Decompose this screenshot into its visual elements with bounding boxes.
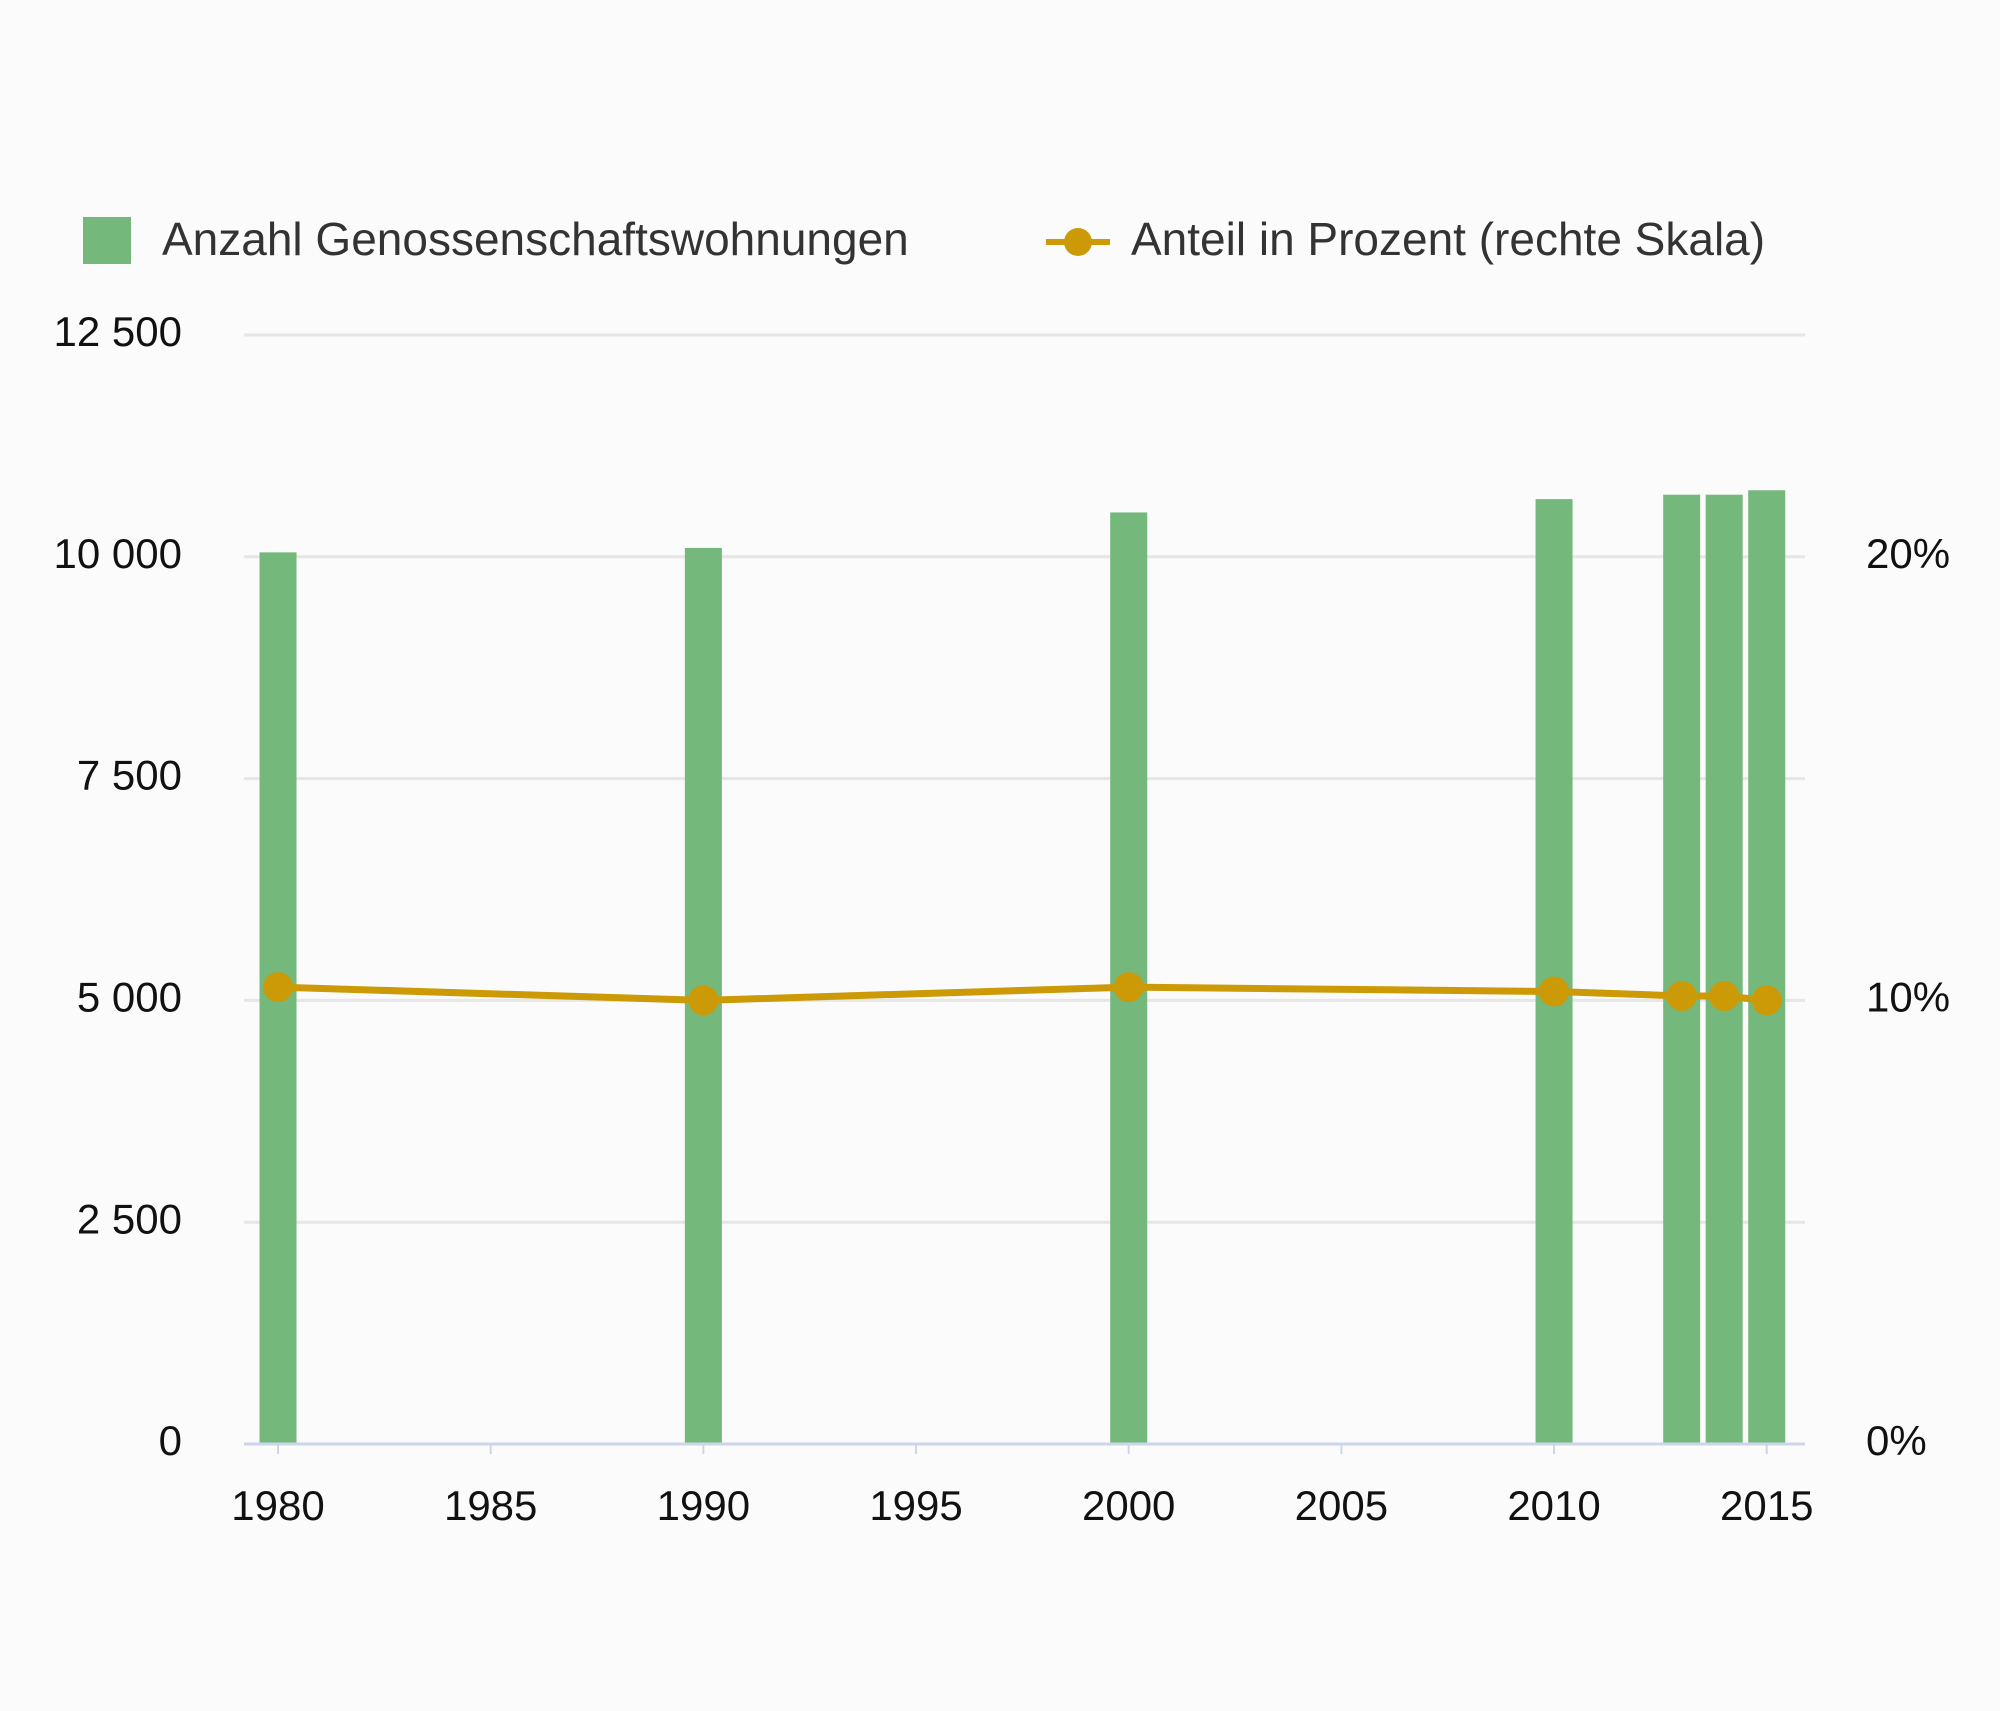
y-tick-label: 2 500 bbox=[77, 1195, 182, 1242]
y-tick-label: 10 000 bbox=[54, 530, 182, 577]
line-marker bbox=[1113, 972, 1144, 1003]
x-tick-label: 2005 bbox=[1295, 1482, 1388, 1529]
bar bbox=[1535, 499, 1573, 1445]
legend-swatch-marker bbox=[1064, 228, 1092, 256]
legend-label: Anzahl Genossenschaftswohnungen bbox=[162, 213, 909, 265]
legend-swatch-bar bbox=[83, 217, 131, 264]
line-marker bbox=[688, 985, 719, 1016]
y-tick-label: 0 bbox=[159, 1417, 182, 1464]
y2-tick-label: 0% bbox=[1866, 1417, 1927, 1464]
x-tick-label: 1995 bbox=[869, 1482, 962, 1529]
bar bbox=[1748, 490, 1786, 1444]
legend-label: Anteil in Prozent (rechte Skala) bbox=[1131, 213, 1765, 265]
y-tick-label: 5 000 bbox=[77, 973, 182, 1020]
bar bbox=[1663, 494, 1701, 1444]
line-marker bbox=[1666, 980, 1697, 1011]
line-marker bbox=[1751, 985, 1782, 1016]
x-tick-label: 2010 bbox=[1507, 1482, 1600, 1529]
line-marker bbox=[1709, 980, 1740, 1011]
bar bbox=[1705, 494, 1743, 1444]
x-tick-label: 1980 bbox=[231, 1482, 324, 1529]
x-tick-label: 2015 bbox=[1720, 1482, 1813, 1529]
y-tick-label: 7 500 bbox=[77, 752, 182, 799]
y2-tick-label: 20% bbox=[1866, 530, 1950, 577]
y2-tick-label: 10% bbox=[1866, 973, 1950, 1020]
x-tick-label: 1990 bbox=[657, 1482, 750, 1529]
y-tick-label: 12 500 bbox=[54, 308, 182, 355]
x-tick-label: 2000 bbox=[1082, 1482, 1175, 1529]
line-marker bbox=[1539, 976, 1570, 1007]
x-tick-label: 1985 bbox=[444, 1482, 537, 1529]
line-marker bbox=[263, 972, 294, 1003]
